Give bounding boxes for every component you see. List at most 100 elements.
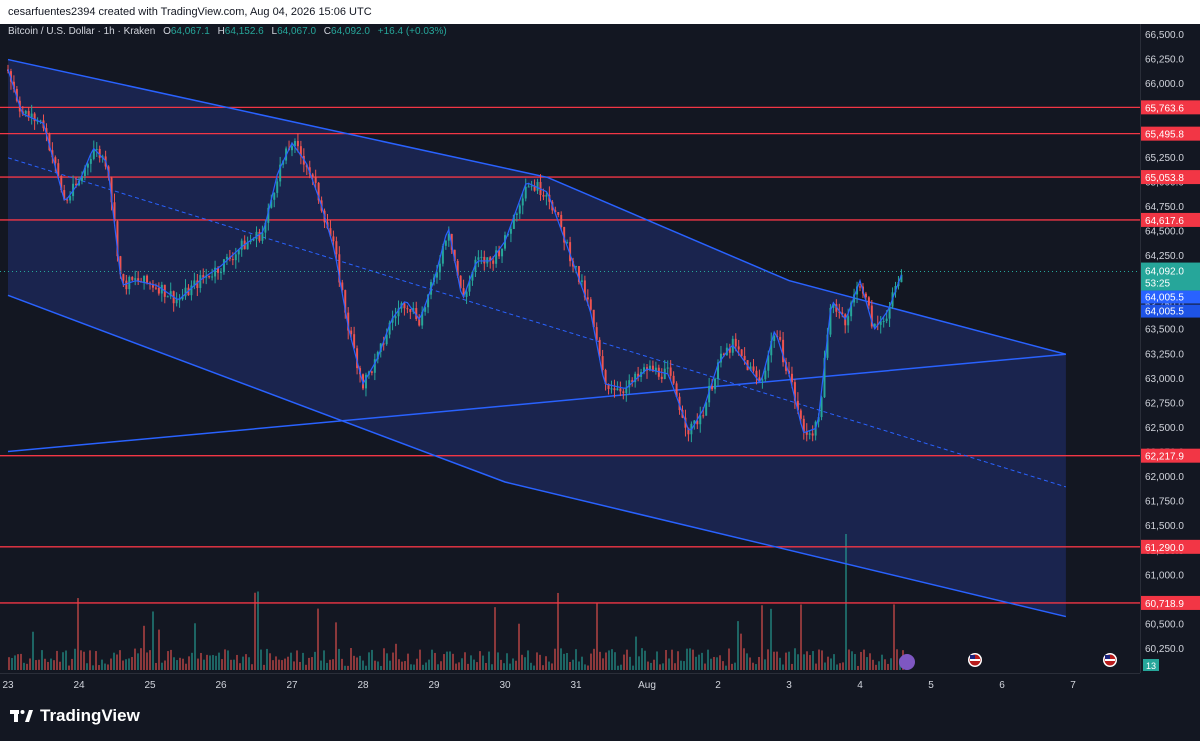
candle-body: [338, 254, 341, 283]
volume-bar: [527, 650, 529, 670]
volume-bar: [194, 623, 196, 670]
volume-bar: [563, 653, 565, 670]
candle-body: [240, 240, 243, 250]
low-label: L: [271, 26, 278, 37]
time-tick-label: 27: [286, 680, 298, 691]
candle-body: [45, 128, 48, 135]
price-tick-label: 63,500.0: [1145, 325, 1184, 336]
volume-bar: [377, 661, 379, 670]
candle-body: [86, 163, 89, 168]
volume-bar: [491, 664, 493, 670]
volume-bar: [878, 661, 880, 670]
volume-bar: [482, 655, 484, 670]
volume-bar: [755, 664, 757, 670]
volume-bar: [464, 652, 466, 670]
volume-bar: [173, 657, 175, 670]
volume-bar: [671, 649, 673, 670]
time-tick-label: 7: [1070, 680, 1076, 691]
volume-bar: [413, 664, 415, 670]
bitcoin-event-icon: [899, 654, 915, 670]
candle-body: [444, 240, 447, 246]
volume-bar: [497, 652, 499, 670]
chart-plot-area[interactable]: [0, 24, 1140, 673]
us-flag-icon: [1105, 659, 1115, 661]
volume-bar: [131, 657, 133, 670]
volume-bar: [887, 663, 889, 670]
volume-bar: [101, 659, 103, 670]
volume-bar: [239, 663, 241, 670]
time-tick-label: 26: [215, 680, 227, 691]
candle-body: [199, 275, 202, 289]
price-chart[interactable]: [0, 24, 1140, 673]
candle-body: [193, 280, 196, 286]
volume-bar: [380, 665, 382, 670]
candle-body: [154, 287, 157, 289]
volume-bar: [545, 656, 547, 670]
candle-body: [122, 274, 125, 281]
high-label: H: [217, 26, 225, 37]
time-tick-label: 30: [499, 680, 511, 691]
volume-bar: [167, 651, 169, 670]
candle-body: [560, 214, 563, 228]
candle-body: [498, 250, 501, 257]
volume-bar: [137, 653, 139, 670]
channel-lower-line: [7, 294, 1067, 618]
price-tick-label: 61,750.0: [1145, 497, 1184, 508]
candle-body: [54, 157, 57, 164]
volume-bar: [356, 657, 358, 670]
volume-bar: [461, 658, 463, 670]
volume-bar: [320, 660, 322, 670]
candle-body: [545, 194, 548, 197]
time-tick-label: 23: [2, 680, 14, 691]
time-tick-label: 5: [928, 680, 934, 691]
volume-bar: [32, 631, 34, 670]
level-price-tag: [1141, 595, 1200, 610]
volume-bar: [338, 648, 340, 670]
candle-body: [347, 312, 350, 331]
price-tick-label: 63,000.0: [1145, 374, 1184, 385]
volume-bar: [797, 654, 799, 670]
volume-bar: [761, 605, 763, 670]
candle-body: [711, 386, 714, 390]
volume-bar: [107, 664, 109, 670]
candle-body: [740, 349, 743, 356]
volume-bar: [14, 655, 16, 670]
candle-body: [687, 427, 690, 435]
channel-fill: [8, 59, 1066, 617]
volume-bar: [143, 625, 145, 670]
candle-body: [468, 280, 471, 292]
candle-body: [601, 356, 604, 371]
volume-bar: [353, 655, 355, 670]
time-axis[interactable]: 23 24 25 26 27 28 29 30 31 Aug 2 3 4 5 6 7: [0, 673, 1140, 695]
candle-body: [782, 339, 785, 363]
candle-body: [75, 183, 78, 186]
open-label: O: [163, 26, 171, 37]
volume-bar: [266, 648, 268, 670]
candle-body: [799, 410, 802, 419]
volume-bar: [854, 654, 856, 670]
volume-bar: [83, 651, 85, 670]
volume-bar: [566, 652, 568, 670]
us-flag-icon: [970, 659, 980, 661]
candle-body: [663, 368, 666, 379]
volume-bar: [785, 652, 787, 670]
volume-bar: [581, 656, 583, 670]
volume-bar: [542, 665, 544, 670]
ma-price-tag-2: [1141, 304, 1200, 318]
candle-body: [873, 323, 876, 327]
open-value: 64,067.1: [170, 26, 210, 37]
volume-bar: [323, 650, 325, 670]
candle-body: [335, 241, 338, 255]
volume-bar: [767, 649, 769, 670]
volume-bar: [50, 658, 52, 670]
volume-bar: [293, 661, 295, 670]
volume-bar: [593, 648, 595, 670]
volume-bar: [170, 649, 172, 670]
candle-body: [900, 274, 903, 283]
candle-body: [557, 212, 560, 215]
price-axis[interactable]: 66,500.066,250.066,000.065,750.065,500.0…: [1140, 24, 1200, 673]
volume-bar: [485, 662, 487, 670]
volume-bar: [848, 649, 850, 670]
candle-body: [888, 306, 891, 319]
time-tick-label: Aug: [638, 680, 656, 691]
